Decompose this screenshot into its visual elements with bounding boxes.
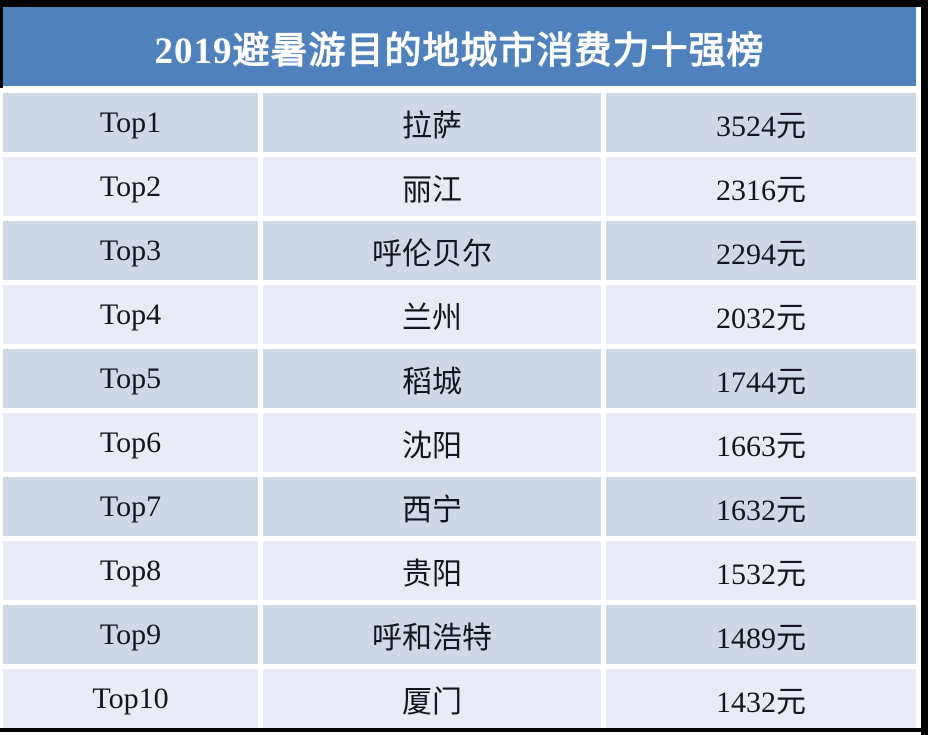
rank-cell: Top9 <box>3 605 258 664</box>
price-cell: 2032元 <box>606 285 916 344</box>
ranking-table: 2019避暑游目的地城市消费力十强榜 Top1 拉萨 3524元 Top2 丽江… <box>3 7 916 728</box>
frame-top-border <box>0 0 928 7</box>
price-cell: 1744元 <box>606 349 916 408</box>
city-cell: 西宁 <box>263 477 601 536</box>
city-cell: 兰州 <box>263 285 601 344</box>
city-cell: 厦门 <box>263 669 601 728</box>
rank-cell: Top6 <box>3 413 258 472</box>
city-cell: 沈阳 <box>263 413 601 472</box>
city-cell: 稻城 <box>263 349 601 408</box>
table-row: Top4 兰州 2032元 <box>3 285 916 344</box>
table-title: 2019避暑游目的地城市消费力十强榜 <box>154 30 765 72</box>
price-cell: 1432元 <box>606 669 916 728</box>
table-row: Top1 拉萨 3524元 <box>3 93 916 152</box>
table-row: Top10 厦门 1432元 <box>3 669 916 728</box>
price-cell: 1489元 <box>606 605 916 664</box>
rank-cell: Top1 <box>3 93 258 152</box>
table-title-bar: 2019避暑游目的地城市消费力十强榜 <box>3 7 916 86</box>
price-cell: 2316元 <box>606 157 916 216</box>
rank-cell: Top7 <box>3 477 258 536</box>
table-row: Top5 稻城 1744元 <box>3 349 916 408</box>
table-row: Top8 贵阳 1532元 <box>3 541 916 600</box>
table-row: Top6 沈阳 1663元 <box>3 413 916 472</box>
rank-cell: Top5 <box>3 349 258 408</box>
table-row: Top3 呼伦贝尔 2294元 <box>3 221 916 280</box>
table-body: Top1 拉萨 3524元 Top2 丽江 2316元 Top3 呼伦贝尔 22… <box>3 93 916 728</box>
price-cell: 3524元 <box>606 93 916 152</box>
frame-bottom-border <box>0 728 928 732</box>
rank-cell: Top4 <box>3 285 258 344</box>
city-cell: 丽江 <box>263 157 601 216</box>
city-cell: 拉萨 <box>263 93 601 152</box>
price-cell: 2294元 <box>606 221 916 280</box>
table-row: Top2 丽江 2316元 <box>3 157 916 216</box>
city-cell: 呼伦贝尔 <box>263 221 601 280</box>
city-cell: 贵阳 <box>263 541 601 600</box>
rank-cell: Top10 <box>3 669 258 728</box>
price-cell: 1663元 <box>606 413 916 472</box>
rank-cell: Top3 <box>3 221 258 280</box>
rank-cell: Top8 <box>3 541 258 600</box>
rank-cell: Top2 <box>3 157 258 216</box>
price-cell: 1532元 <box>606 541 916 600</box>
city-cell: 呼和浩特 <box>263 605 601 664</box>
price-cell: 1632元 <box>606 477 916 536</box>
table-row: Top9 呼和浩特 1489元 <box>3 605 916 664</box>
table-row: Top7 西宁 1632元 <box>3 477 916 536</box>
frame-right-border <box>921 0 928 735</box>
frame-left-border <box>0 0 3 88</box>
